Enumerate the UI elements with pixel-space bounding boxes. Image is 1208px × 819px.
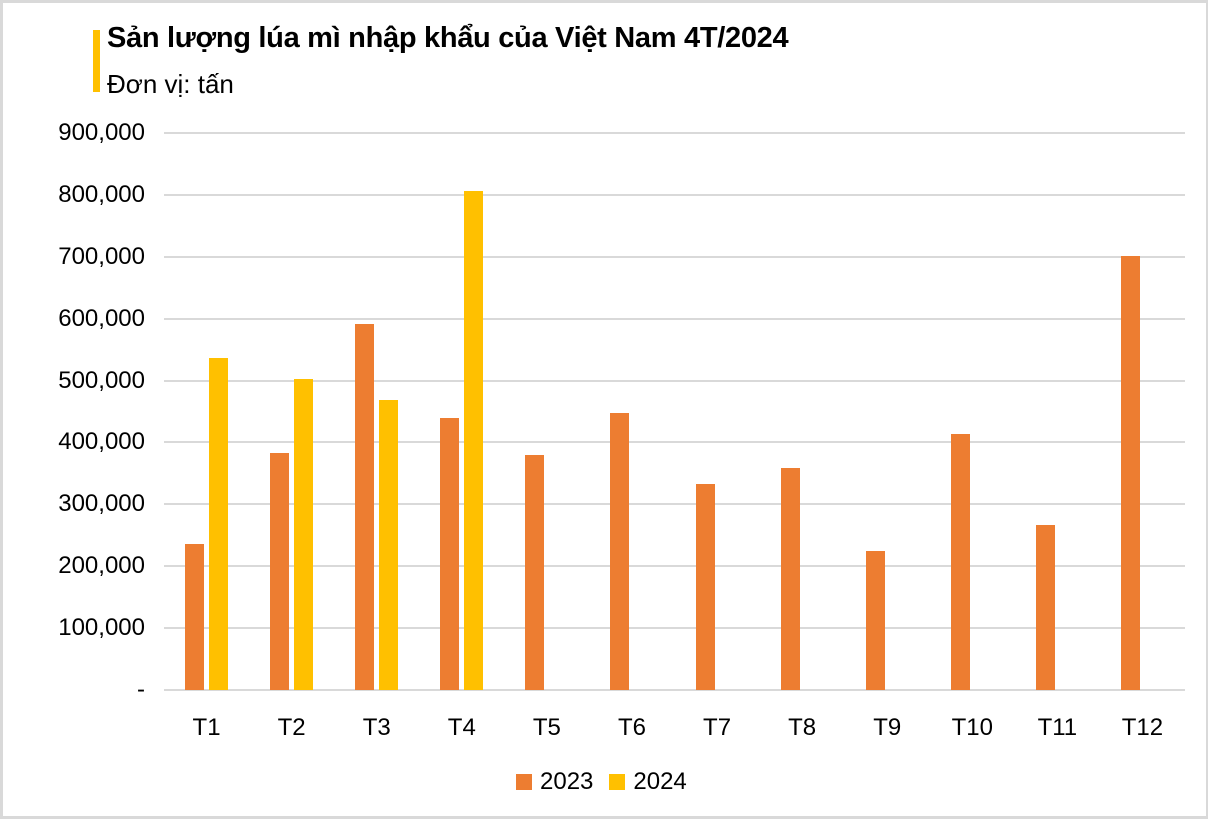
- y-tick-label: 100,000: [58, 614, 145, 642]
- bar-2023-T3: [355, 323, 375, 690]
- y-tick-label: 500,000: [58, 366, 145, 394]
- y-tick-label: 400,000: [58, 428, 145, 456]
- y-tick-label: 700,000: [58, 242, 145, 270]
- title-accent-bar: [93, 30, 100, 92]
- x-tick-label: T3: [362, 714, 391, 741]
- legend-item-2023: 2023: [516, 768, 593, 796]
- y-tick-label: 200,000: [58, 552, 145, 580]
- y-tick-label: 900,000: [58, 119, 145, 146]
- gridline: [164, 379, 1185, 382]
- plot-area: [164, 132, 1185, 691]
- x-tick-label: T2: [277, 714, 306, 741]
- bar-2023-T6: [610, 413, 630, 690]
- x-tick-label: T4: [447, 714, 476, 741]
- bar-2023-T5: [525, 455, 545, 690]
- x-tick-label: T5: [532, 714, 561, 741]
- bar-2024-T2: [294, 378, 314, 690]
- chart-subtitle: Đơn vị: tấn: [107, 69, 234, 99]
- x-tick-label: T9: [873, 714, 902, 741]
- x-tick-label: T12: [1121, 714, 1164, 741]
- bar-2023-T7: [695, 483, 715, 690]
- bar-2023-T9: [865, 550, 885, 690]
- gridline: [164, 317, 1185, 320]
- x-tick-label: T8: [788, 714, 817, 741]
- bar-2023-T2: [270, 452, 290, 690]
- legend-item-2024: 2024: [609, 768, 687, 796]
- x-tick-label: T7: [703, 714, 732, 741]
- legend-swatch-2024: [609, 774, 626, 790]
- legend-label: 2024: [633, 768, 687, 795]
- bar-2024-T3: [379, 400, 399, 690]
- x-tick-label: T11: [1037, 714, 1078, 741]
- bar-2023-T8: [780, 467, 800, 690]
- gridline: [164, 441, 1185, 444]
- gridline: [164, 503, 1185, 506]
- bar-2023-T11: [1035, 524, 1055, 690]
- y-tick-label: -: [137, 676, 145, 703]
- x-tick-label: T1: [192, 714, 221, 741]
- bar-2023-T1: [185, 543, 205, 690]
- legend-swatch-2023: [516, 774, 532, 790]
- gridline: [164, 689, 1185, 691]
- gridline: [164, 132, 1185, 134]
- gridline: [164, 565, 1185, 568]
- gridline: [164, 193, 1185, 196]
- legend-label: 2023: [540, 768, 594, 795]
- bar-2024-T1: [209, 358, 229, 690]
- bar-2023-T4: [440, 417, 460, 690]
- bar-2023-T10: [950, 433, 970, 690]
- bar-2024-T4: [464, 190, 484, 690]
- bar-2023-T12: [1120, 256, 1140, 690]
- legend: 2023 2024: [516, 768, 687, 796]
- x-tick-label: T6: [617, 714, 646, 741]
- x-tick-label: T10: [951, 714, 993, 741]
- gridline: [164, 255, 1185, 258]
- y-tick-label: 300,000: [58, 490, 145, 518]
- gridline: [164, 627, 1185, 630]
- y-tick-label: 800,000: [58, 180, 145, 208]
- y-tick-label: 600,000: [58, 304, 145, 332]
- chart-title: Sản lượng lúa mì nhập khẩu của Việt Nam …: [107, 22, 789, 54]
